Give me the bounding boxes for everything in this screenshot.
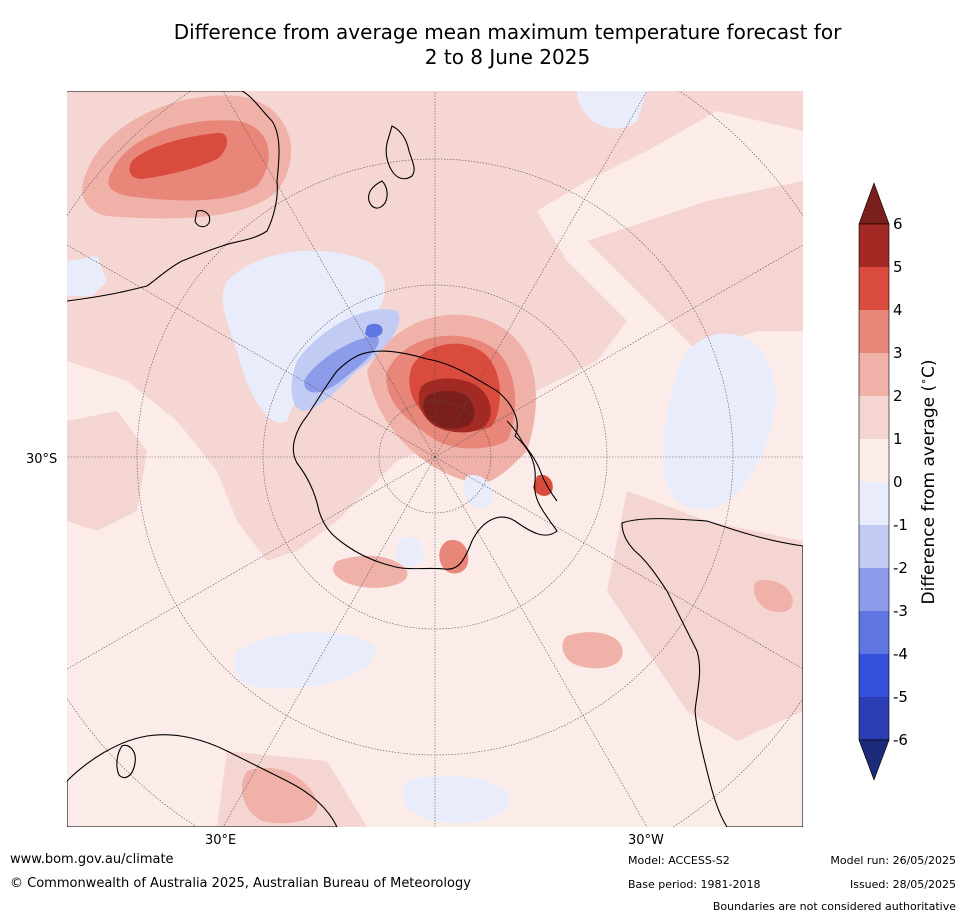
coastlines [67,91,803,827]
colorbar-frame [858,223,890,741]
anomaly-region-2to3 [333,555,408,588]
colorbar-tick-label: 0 [893,473,903,491]
anomaly-region-0tominus1 [663,333,776,510]
lon-label-30e: 30°E [205,833,237,848]
anomaly-region-1to2 [587,181,803,351]
anomaly-region-4to5 [129,132,228,179]
colorbar-band [859,482,889,525]
coastline-madagascar [116,744,136,779]
colorbar-band [859,611,889,654]
anomaly-region-4to5 [533,474,553,496]
colorbar-band [859,568,889,611]
colorbar-tick-label: 6 [893,215,903,233]
colorbar-tick-label: -4 [893,645,908,663]
colorbar-tick-label: -1 [893,516,908,534]
anomaly-region-2to3 [562,632,623,669]
anomaly-region-0tominus1 [222,250,386,423]
coastline-south-america [621,518,803,827]
forecast-map [67,91,803,827]
anomaly-region-2to3 [753,580,793,613]
anomaly-region-0tominus1 [233,632,376,689]
footer-disclaimer: Boundaries are not considered authoritat… [712,900,956,913]
colorbar-tick-label: -5 [893,688,908,706]
coastline-new-zealand-south [368,180,388,209]
colorbar-band [859,224,889,267]
footer-base-period: Base period: 1981-2018 [628,878,761,891]
footer-copyright: © Commonwealth of Australia 2025, Austra… [10,876,471,891]
anomaly-region-0tominus1 [397,537,423,567]
anomaly-region-minus3tominus4 [365,323,383,338]
colorbar-tick-label: 1 [893,430,903,448]
anomaly-region-over6 [423,390,475,429]
lon-label-30w: 30°W [628,833,664,848]
footer-url[interactable]: www.bom.gov.au/climate [10,852,174,867]
colorbar-tick-label: -6 [893,731,908,749]
graticule [67,91,803,827]
colorbar-tick-label: 3 [893,344,903,362]
footer-model-run: Model run: 26/05/2025 [830,854,956,867]
colorbar-label: Difference from average (∘C) [917,359,939,605]
colorbar-band [859,353,889,396]
colorbar-band [859,267,889,310]
colorbar-band [859,697,889,740]
colorbar-tick-label: -2 [893,559,908,577]
anomaly-region-0tominus1 [402,775,510,824]
colorbar-tick-label: 2 [893,387,903,405]
anomaly-region-2to3 [242,767,318,824]
colorbar-label-text: Difference from average ( [918,384,939,605]
anomaly-region-0tominus1 [577,91,647,129]
coastline-antarctic-peninsula [506,420,558,502]
anomaly-region-0tominus1 [67,256,107,296]
colorbar-over-arrow [858,182,890,225]
title-line-2: 2 to 8 June 2025 [424,45,591,69]
lat-label-30s: 30°S [26,452,58,467]
coastline-new-zealand [385,125,415,180]
colorbar-tick-label: -3 [893,602,908,620]
footer-issued: Issued: 28/05/2025 [849,878,956,891]
coastline-antarctica [292,350,558,570]
colorbar-label-unit: C) [918,359,939,378]
colorbar-band [859,654,889,697]
colorbar-band [859,396,889,439]
coastline-australia [67,91,280,302]
anomaly-region-3to4 [439,540,469,574]
colorbar-under-arrow [858,739,890,781]
map-title: Difference from average mean maximum tem… [0,20,965,70]
coastline-tasmania [194,210,211,228]
footer-model: Model: ACCESS-S2 [628,854,730,867]
colorbar-band [859,525,889,568]
colorbar [858,182,890,781]
colorbar-tick-label: 4 [893,301,903,319]
colorbar-tick-label: 5 [893,258,903,276]
title-line-1: Difference from average mean maximum tem… [173,20,842,44]
anomaly-region-1to2 [607,491,803,741]
anomaly-region-minus2tominus3 [304,336,379,393]
coastline-africa [67,734,338,827]
anomaly-region-1to2 [67,411,147,531]
colorbar-band [859,310,889,353]
colorbar-band [859,439,889,482]
